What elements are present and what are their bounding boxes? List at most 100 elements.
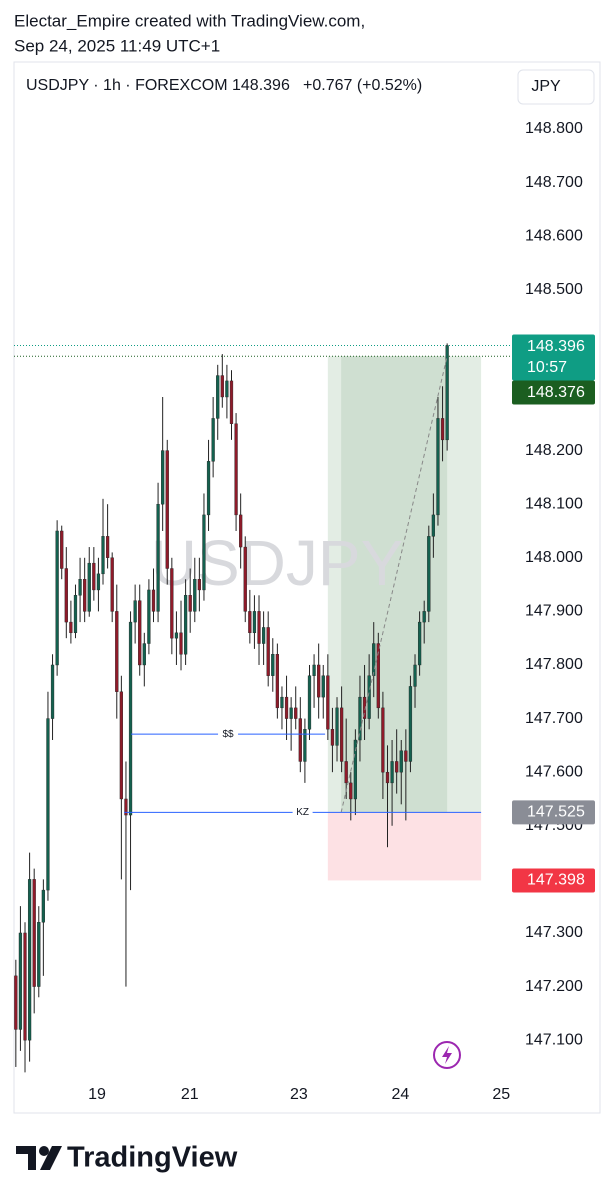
currency-button[interactable] [517, 69, 595, 105]
candle-body [431, 514, 435, 537]
candle-body [220, 375, 224, 398]
candle-body [161, 450, 165, 505]
candle-body [128, 621, 133, 816]
symbol-title: USDJPY · 1h · FOREXCOM [26, 77, 228, 94]
y-tick-label: 148.700 [525, 174, 583, 191]
candle-body [225, 380, 229, 398]
candle-body [266, 627, 270, 676]
candle-body [321, 675, 325, 698]
candle-body [92, 562, 96, 591]
candle-body [339, 707, 344, 762]
candle-body [32, 879, 36, 987]
candle-body [147, 589, 151, 644]
x-tick-label: 21 [181, 1086, 199, 1103]
candle-body [381, 707, 385, 773]
candle-body [64, 568, 68, 623]
candle-body [284, 696, 289, 719]
price-tag-label: 148.396 [527, 338, 585, 355]
candle-body [271, 654, 275, 676]
candle-body [83, 579, 87, 612]
y-tick-label: 148.200 [525, 442, 583, 459]
candle-body [317, 664, 321, 698]
level-label-bg [218, 727, 239, 742]
candle-body [105, 536, 110, 558]
candle-body [216, 375, 220, 419]
candle-body [349, 782, 353, 800]
candle-body [367, 675, 371, 719]
alert-icon[interactable] [433, 1041, 461, 1069]
candle-body [165, 450, 169, 569]
candle-body [27, 879, 32, 1041]
candle-body [183, 595, 188, 655]
price-tag-label: 147.398 [527, 872, 585, 889]
candle-body [353, 739, 357, 800]
candle-body [142, 643, 146, 666]
candle-body [248, 611, 252, 634]
x-tick-label: 24 [391, 1086, 409, 1103]
candle-body [335, 707, 339, 746]
candle-body [243, 546, 247, 612]
candle-body [376, 643, 380, 709]
candle-body [312, 664, 316, 676]
candle-body [422, 611, 426, 623]
candle-body [234, 423, 238, 516]
candle-body [60, 530, 64, 569]
y-tick-label: 147.900 [525, 603, 583, 620]
candle-body [197, 579, 201, 591]
candle-body [133, 600, 137, 623]
y-tick-label: 147.700 [525, 710, 583, 727]
candle-body [202, 514, 206, 591]
alert-bolt[interactable] [442, 1046, 452, 1064]
candle-body [50, 664, 55, 719]
candle-body [362, 696, 367, 719]
price-tag-countdown: 10:57 [527, 359, 567, 376]
candle-body [298, 718, 302, 762]
candle-body [280, 696, 284, 709]
candle-body [179, 632, 183, 655]
candle-body [55, 530, 59, 666]
candle-body [18, 932, 23, 1030]
y-tick-label: 147.800 [525, 656, 583, 673]
candle-body [417, 621, 422, 666]
candle-body [193, 579, 197, 612]
candle-body [229, 380, 234, 424]
main-layer: $$ KZ [14, 343, 482, 1073]
axis-layer: 19 21 23 24 25147.100147.200147.300147.50014… [88, 120, 583, 1103]
candle-body [41, 889, 45, 923]
candle-body [344, 761, 348, 784]
y-tick-label: 147.200 [525, 978, 583, 995]
price-tag-label: 148.376 [527, 384, 585, 401]
candle-body [326, 675, 330, 730]
candle-body [188, 595, 192, 612]
candle-body [372, 643, 376, 676]
currency-label[interactable]: JPY [531, 78, 561, 95]
candle-body [115, 611, 119, 692]
level-label: $$ [222, 729, 234, 740]
candle-body [385, 771, 390, 784]
candle-body [427, 536, 431, 612]
chart-frame [13, 61, 601, 1114]
candle-body [307, 675, 312, 730]
candle-body [119, 691, 123, 800]
x-tick-label: 19 [88, 1086, 106, 1103]
candle-body [289, 707, 293, 719]
y-tick-label: 147.300 [525, 924, 583, 941]
background-layer [14, 345, 510, 881]
candle-body [257, 611, 261, 644]
candle-body [211, 418, 215, 462]
candle-body [37, 922, 41, 987]
candle-body [330, 729, 335, 746]
candle-body [395, 761, 399, 773]
trade-path [340, 356, 448, 813]
candle-body [404, 750, 408, 762]
y-tick-label: 148.800 [525, 120, 583, 137]
candle-body [124, 798, 128, 816]
y-tick-label: 147.100 [525, 1031, 583, 1048]
timestamp: Sep 24, 2025 11:49 UTC+1 [14, 36, 220, 55]
price-tag [512, 868, 595, 893]
y-tick-label: 148.500 [525, 281, 583, 298]
candle-body [408, 686, 413, 762]
price-tag [512, 380, 595, 405]
candle-body [445, 345, 449, 441]
